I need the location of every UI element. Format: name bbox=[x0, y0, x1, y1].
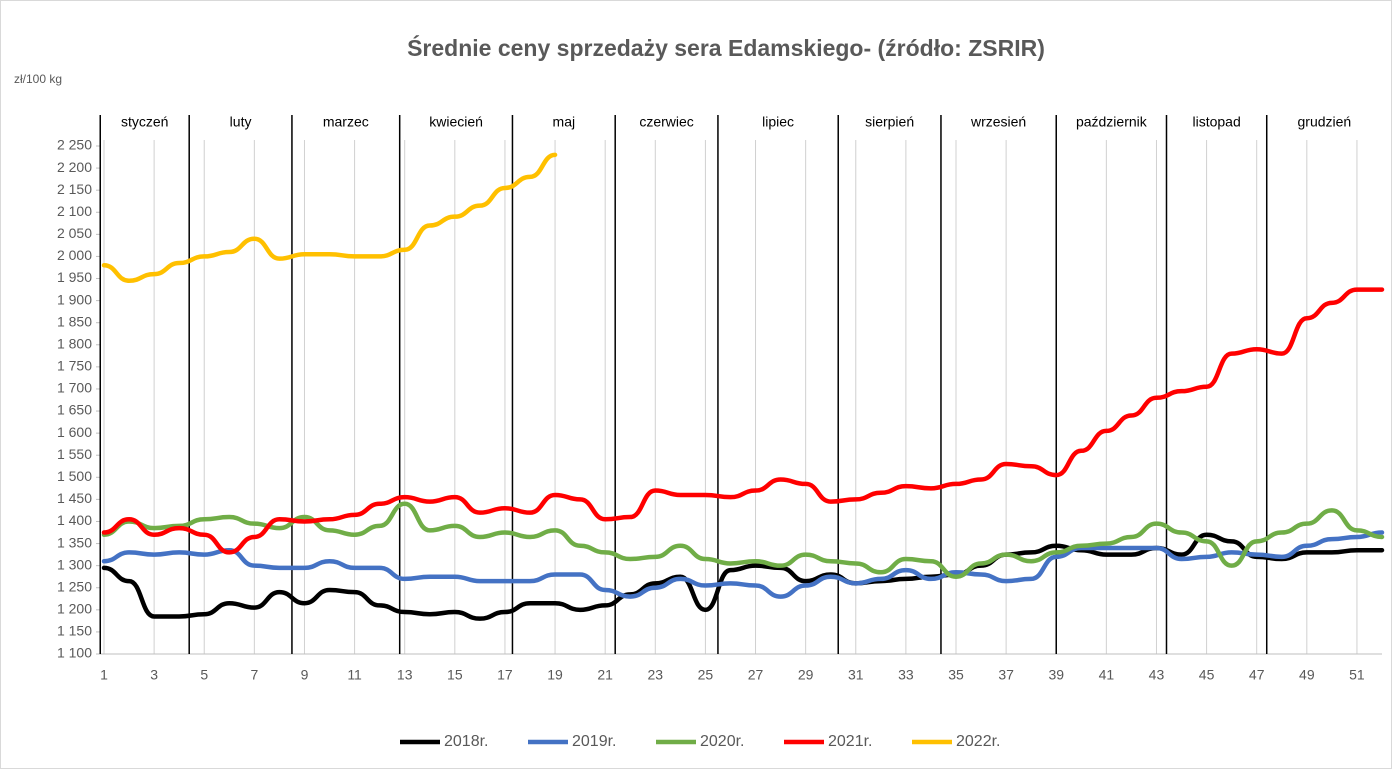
legend-label: 2020r. bbox=[700, 733, 744, 750]
y-tick-label: 1 100 bbox=[57, 645, 92, 661]
legend-label: 2018r. bbox=[444, 733, 488, 750]
month-label: lipiec bbox=[762, 114, 794, 130]
month-label: maj bbox=[553, 114, 576, 130]
month-label: marzec bbox=[323, 114, 369, 130]
y-tick-label: 1 600 bbox=[57, 424, 92, 440]
y-tick-label: 2 150 bbox=[57, 181, 92, 197]
y-tick-label: 1 900 bbox=[57, 291, 92, 307]
month-label: grudzień bbox=[1298, 114, 1352, 130]
x-tick-label: 9 bbox=[301, 667, 309, 683]
x-tick-label: 27 bbox=[748, 667, 764, 683]
y-tick-label: 2 000 bbox=[57, 247, 92, 263]
y-tick-label: 1 450 bbox=[57, 490, 92, 506]
series-line bbox=[101, 152, 558, 283]
month-label: wrzesień bbox=[970, 114, 1026, 130]
x-tick-label: 49 bbox=[1299, 667, 1315, 683]
y-tick-label: 1 800 bbox=[57, 335, 92, 351]
y-tick-label: 1 550 bbox=[57, 446, 92, 462]
x-tick-label: 1 bbox=[100, 667, 108, 683]
x-tick-label: 23 bbox=[648, 667, 664, 683]
x-tick-label: 37 bbox=[998, 667, 1014, 683]
series-line bbox=[101, 501, 1385, 579]
x-tick-label: 47 bbox=[1249, 667, 1265, 683]
x-tick-label: 13 bbox=[397, 667, 413, 683]
x-tick-label: 29 bbox=[798, 667, 814, 683]
x-tick-label: 5 bbox=[200, 667, 208, 683]
x-tick-label: 45 bbox=[1199, 667, 1215, 683]
y-tick-label: 1 850 bbox=[57, 313, 92, 329]
series-line bbox=[101, 530, 1385, 599]
series-line bbox=[101, 287, 1385, 555]
legend-label: 2022r. bbox=[956, 733, 1000, 750]
y-tick-label: 1 400 bbox=[57, 512, 92, 528]
y-tick-label: 1 250 bbox=[57, 578, 92, 594]
y-tick-label: 2 200 bbox=[57, 159, 92, 175]
x-tick-label: 21 bbox=[597, 667, 613, 683]
x-tick-label: 43 bbox=[1149, 667, 1165, 683]
y-tick-label: 1 300 bbox=[57, 556, 92, 572]
y-axis-label: zł/100 kg bbox=[14, 72, 62, 86]
month-label: październik bbox=[1076, 114, 1148, 130]
y-tick-label: 2 100 bbox=[57, 203, 92, 219]
y-tick-label: 1 150 bbox=[57, 623, 92, 639]
chart-title: Średnie ceny sprzedaży sera Edamskiego- … bbox=[407, 34, 1045, 61]
month-label: kwiecień bbox=[429, 114, 483, 130]
x-tick-label: 51 bbox=[1349, 667, 1365, 683]
month-label: luty bbox=[230, 114, 252, 130]
y-tick-label: 1 350 bbox=[57, 534, 92, 550]
month-label: czerwiec bbox=[639, 114, 693, 130]
x-tick-label: 3 bbox=[150, 667, 158, 683]
x-tick-label: 11 bbox=[347, 667, 362, 683]
y-tick-label: 1 700 bbox=[57, 380, 92, 396]
y-tick-label: 2 250 bbox=[57, 137, 92, 153]
legend-label: 2019r. bbox=[572, 733, 616, 750]
y-tick-label: 1 650 bbox=[57, 402, 92, 418]
y-tick-label: 1 500 bbox=[57, 468, 92, 484]
month-label: styczeń bbox=[121, 114, 168, 130]
x-tick-label: 35 bbox=[948, 667, 964, 683]
x-tick-label: 31 bbox=[848, 667, 864, 683]
x-tick-label: 39 bbox=[1048, 667, 1064, 683]
x-tick-label: 41 bbox=[1099, 667, 1115, 683]
x-tick-label: 19 bbox=[547, 667, 563, 683]
x-tick-label: 25 bbox=[698, 667, 714, 683]
x-tick-label: 33 bbox=[898, 667, 914, 683]
y-tick-label: 1 950 bbox=[57, 269, 92, 285]
y-tick-label: 1 200 bbox=[57, 601, 92, 617]
month-label: listopad bbox=[1192, 114, 1240, 130]
month-label: sierpień bbox=[865, 114, 914, 130]
x-tick-label: 17 bbox=[497, 667, 513, 683]
y-tick-label: 1 750 bbox=[57, 358, 92, 374]
x-tick-label: 15 bbox=[447, 667, 463, 683]
legend-label: 2021r. bbox=[828, 733, 872, 750]
y-tick-label: 2 050 bbox=[57, 225, 92, 241]
x-tick-label: 7 bbox=[250, 667, 258, 683]
